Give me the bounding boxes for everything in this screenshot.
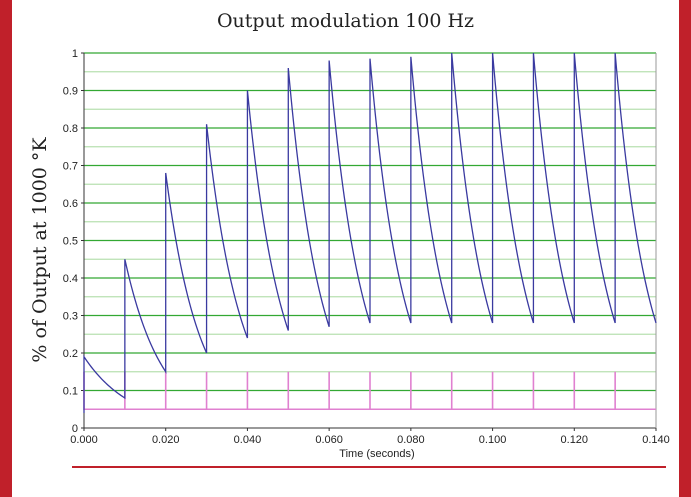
y-tick-label: 0.5 (63, 236, 78, 248)
x-tick-label: 0.140 (642, 434, 670, 446)
output-series-line (83, 52, 657, 413)
pulse-series-line (83, 371, 656, 411)
x-tick-label: 0.000 (70, 434, 98, 446)
y-tick-label: 0 (72, 423, 78, 435)
y-tick-label: 0.3 (63, 311, 78, 323)
y-tick-label: 0.1 (63, 386, 78, 398)
y-tick-label: 1 (72, 48, 78, 60)
x-axis-label: Time (seconds) (339, 448, 414, 460)
x-tick-label: 0.100 (479, 434, 507, 446)
x-tick-label: 0.080 (397, 434, 425, 446)
data-series (83, 52, 657, 413)
y-tick-label: 0.4 (63, 273, 78, 285)
y-tick-label: 0.8 (63, 123, 78, 135)
y-tick-label: 0.6 (63, 198, 78, 210)
bottom-rule (72, 466, 666, 468)
chart-panel (12, 0, 679, 497)
x-tick-label: 0.120 (561, 434, 589, 446)
y-tick-label: 0.7 (63, 161, 78, 173)
y-tick-label: 0.9 (63, 86, 78, 98)
x-tick-label: 0.040 (234, 434, 262, 446)
x-tick-label: 0.020 (152, 434, 180, 446)
chart-title: Output modulation 100 Hz (216, 10, 475, 32)
y-tick-labels: 0 0.1 0.2 0.3 0.4 0.5 0.6 0.7 0.8 0.9 1 (63, 48, 84, 435)
y-tick-label: 0.2 (63, 348, 78, 360)
x-tick-labels: 0.000 0.020 0.040 0.060 0.080 0.100 0.120 0.140 (70, 428, 670, 446)
x-tick-label: 0.060 (315, 434, 343, 446)
